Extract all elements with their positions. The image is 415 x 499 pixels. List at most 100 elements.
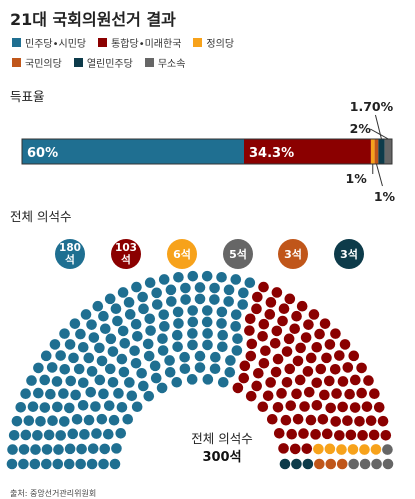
callout-line	[370, 128, 389, 140]
seat-dot	[300, 332, 312, 343]
seat-dot	[173, 271, 184, 283]
seat-dot	[123, 297, 135, 308]
seat-dot	[283, 333, 295, 345]
seat-dot	[216, 318, 227, 329]
seat-dot	[342, 362, 354, 373]
seat-dot	[217, 329, 229, 341]
legend-swatch	[193, 38, 203, 47]
seat-dot	[262, 390, 274, 402]
seat-dot	[264, 309, 276, 320]
legend-item-united-future: 통합당•미래한국	[98, 35, 181, 50]
seat-dot	[149, 360, 161, 372]
seat-dot	[6, 458, 18, 470]
seat-dot	[32, 430, 43, 441]
legend-item-democratic: 민주당•시민당	[12, 35, 86, 50]
seat-dot	[98, 458, 109, 470]
seat-dot	[292, 355, 304, 367]
seat-dot	[130, 318, 142, 330]
seat-dot	[100, 323, 111, 335]
legend-label: 국민의당	[25, 59, 62, 70]
seat-dot	[308, 309, 320, 320]
legend-item-justice: 정의당	[193, 35, 234, 50]
seat-dot	[202, 305, 213, 316]
seat-dot	[98, 310, 109, 322]
seat-dot	[131, 401, 143, 413]
seat-dot	[313, 443, 324, 455]
seat-dot	[321, 428, 333, 440]
seat-dot	[98, 388, 109, 400]
seat-dot	[119, 338, 131, 349]
seat-dot	[187, 270, 199, 282]
seat-dot	[311, 377, 323, 389]
seat-dot	[223, 296, 234, 307]
vote-bar-segment	[244, 139, 371, 164]
seat-dot	[83, 414, 95, 426]
seat-dot	[59, 364, 71, 375]
seat-dot	[257, 331, 268, 342]
seat-dot	[35, 415, 46, 427]
seat-dot	[244, 277, 256, 289]
seat-dot	[336, 458, 348, 470]
seat-dot	[164, 355, 175, 366]
seat-dot	[187, 316, 199, 328]
seat-dot	[365, 415, 377, 426]
seat-dot	[76, 443, 87, 455]
seat-dot	[225, 355, 236, 366]
seat-dot	[209, 294, 220, 305]
legend-label: 통합당•미래한국	[111, 39, 182, 50]
seat-dot	[40, 350, 52, 362]
seat-dot	[55, 430, 66, 441]
seat-count-badge: 5석	[223, 239, 253, 269]
seat-dot	[71, 413, 83, 425]
seat-dot	[348, 350, 360, 362]
seat-dot	[157, 333, 168, 345]
seat-dot	[96, 413, 108, 425]
seat-dot	[33, 362, 44, 374]
source-note: 출처: 중앙선거관리위원회	[10, 489, 97, 498]
seat-dot	[130, 357, 142, 369]
seat-count-badge: 3석	[278, 239, 308, 269]
seat-count-badge: 3석	[334, 239, 364, 269]
seat-dot	[137, 291, 148, 303]
seat-dot	[284, 293, 296, 305]
seat-dot	[265, 297, 277, 308]
seat-dot	[11, 415, 23, 427]
seat-count-circle	[55, 239, 85, 269]
seat-count-circle	[334, 239, 364, 269]
legend-swatch	[144, 58, 154, 67]
seat-dot	[132, 331, 143, 342]
seat-dot	[179, 351, 190, 363]
seat-dot	[330, 416, 342, 427]
seat-dot	[284, 363, 296, 375]
vote-bar-segment	[22, 139, 244, 164]
seat-dot	[69, 318, 81, 329]
seat-dot	[143, 350, 155, 362]
seat-dot	[158, 274, 170, 285]
seat-dot	[331, 388, 342, 399]
seat-dot	[368, 429, 380, 441]
seat-dot	[104, 363, 116, 375]
seat-dot	[68, 352, 79, 364]
seat-dot	[345, 429, 357, 441]
seat-dot	[180, 294, 191, 305]
vote-callout-label: 1%	[346, 171, 368, 186]
seat-dot	[202, 374, 214, 385]
seat-dot	[201, 316, 213, 328]
seat-dot	[111, 443, 122, 454]
seat-dot	[92, 300, 104, 312]
seat-dot	[278, 443, 289, 454]
seat-dot	[305, 352, 317, 364]
seat-dot	[337, 376, 349, 387]
seat-dot	[90, 401, 101, 412]
seat-dot	[39, 374, 51, 386]
seat-dot	[252, 291, 263, 303]
seat-dot	[301, 443, 313, 454]
legend-label: 열린민주당	[86, 59, 133, 70]
seat-dot	[8, 430, 20, 441]
seat-dot	[27, 401, 39, 412]
seat-dot	[110, 303, 122, 315]
seat-dot	[251, 303, 262, 315]
vote-bar-segment	[378, 139, 385, 164]
seat-dot	[305, 414, 317, 426]
seat-dot	[289, 443, 301, 455]
